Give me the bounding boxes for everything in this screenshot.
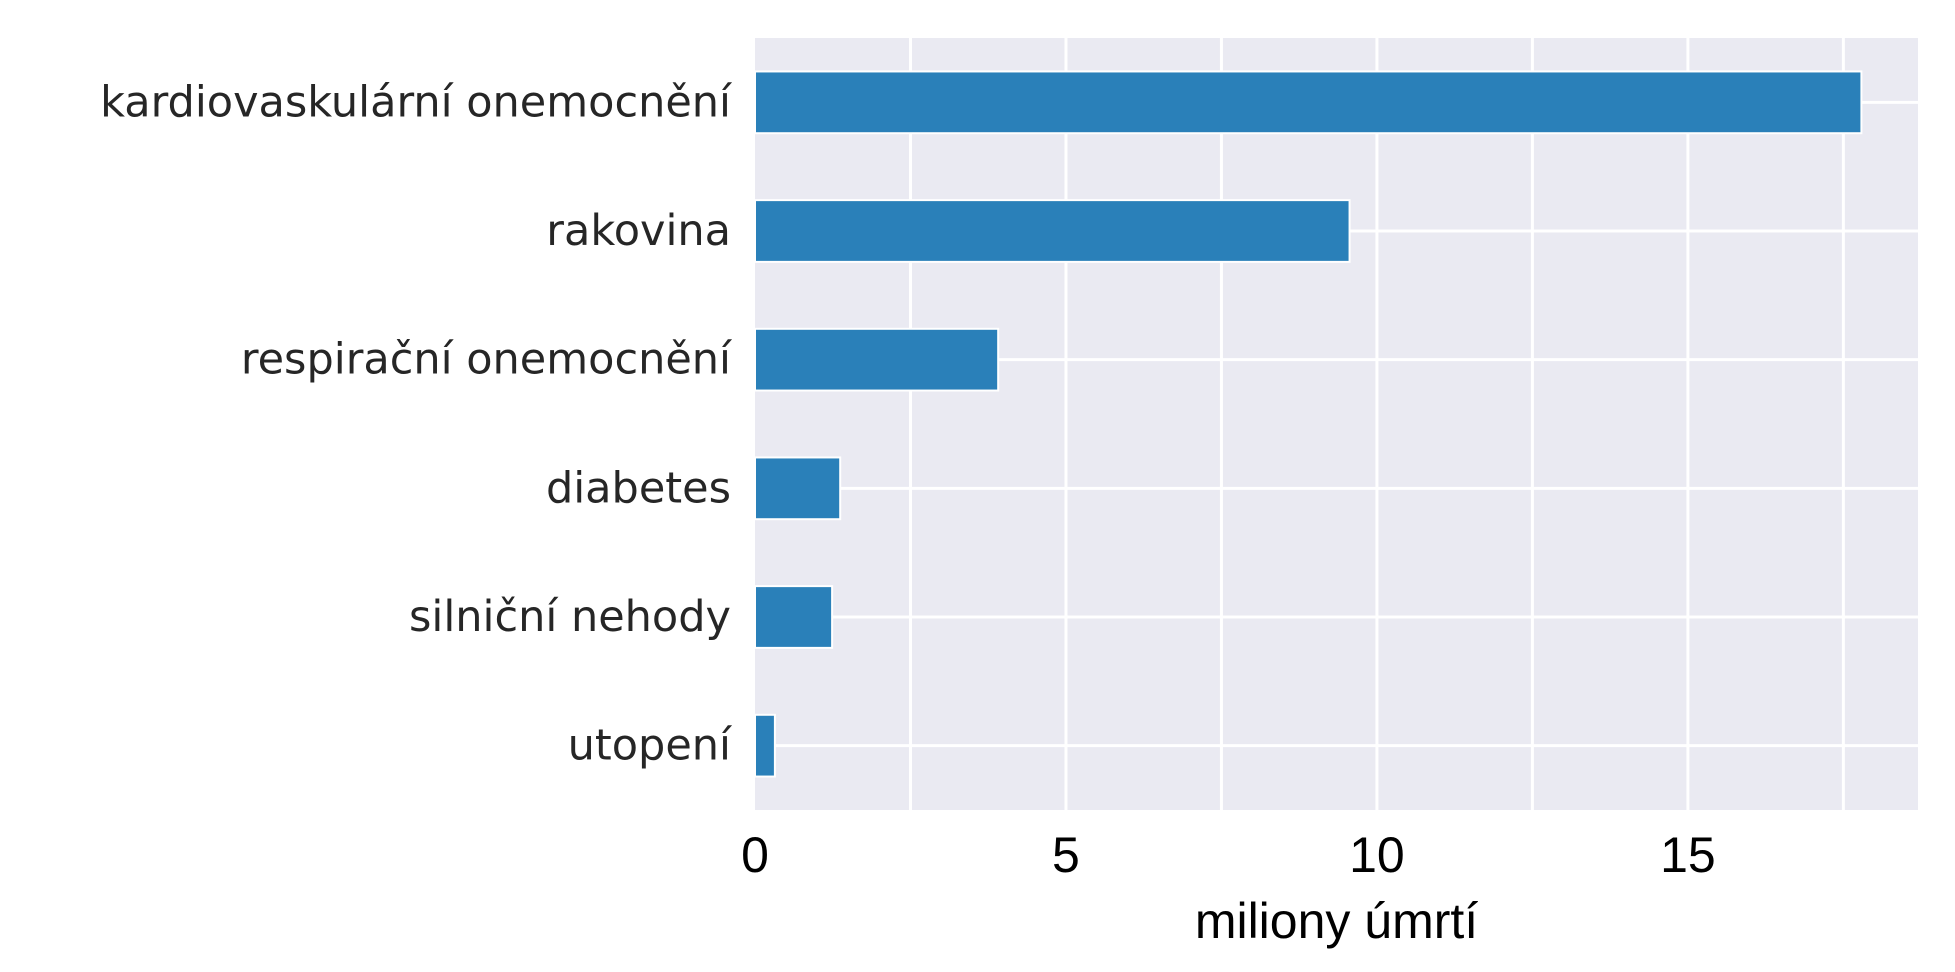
category-label: rakovina: [546, 206, 731, 256]
bar-5: [754, 713, 776, 778]
bar-1: [754, 199, 1351, 263]
plot-area: [755, 38, 1918, 810]
x-tick-label: 5: [1052, 827, 1080, 883]
category-label: diabetes: [546, 463, 731, 513]
bar-3: [754, 456, 842, 521]
x-tick-label: 15: [1660, 827, 1716, 883]
category-label: respirační onemocnění: [241, 335, 733, 385]
category-labels: kardiovaskulární onemocnění rakovina respi…: [100, 77, 733, 770]
category-label: kardiovaskulární onemocnění: [100, 77, 733, 127]
category-label: silniční nehody: [409, 592, 731, 642]
bar-2: [754, 327, 1000, 392]
x-axis-title: miliony úmrtí: [1195, 893, 1478, 949]
x-tick-labels: 0 5 10 15: [741, 827, 1716, 883]
x-tick-label: 10: [1349, 827, 1405, 883]
bars: [754, 70, 1863, 778]
category-label: utopení: [568, 721, 733, 771]
bar-0: [754, 70, 1863, 135]
x-tick-label: 0: [741, 827, 769, 883]
bar-4: [754, 585, 834, 649]
